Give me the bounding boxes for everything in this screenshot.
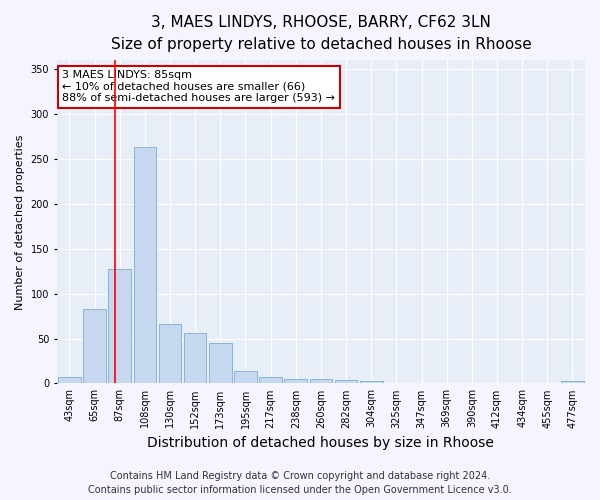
Bar xyxy=(184,333,206,384)
Bar xyxy=(284,379,307,384)
Bar xyxy=(134,148,156,384)
Bar xyxy=(109,268,131,384)
Bar xyxy=(561,380,584,384)
Bar xyxy=(83,309,106,384)
Bar xyxy=(335,380,358,384)
Bar xyxy=(310,379,332,384)
Text: 3 MAES LINDYS: 85sqm
← 10% of detached houses are smaller (66)
88% of semi-detac: 3 MAES LINDYS: 85sqm ← 10% of detached h… xyxy=(62,70,335,103)
Bar xyxy=(158,324,181,384)
Title: 3, MAES LINDYS, RHOOSE, BARRY, CF62 3LN
Size of property relative to detached ho: 3, MAES LINDYS, RHOOSE, BARRY, CF62 3LN … xyxy=(110,15,531,52)
Y-axis label: Number of detached properties: Number of detached properties xyxy=(15,134,25,310)
Bar xyxy=(234,371,257,384)
X-axis label: Distribution of detached houses by size in Rhoose: Distribution of detached houses by size … xyxy=(148,436,494,450)
Bar xyxy=(209,343,232,384)
Text: Contains HM Land Registry data © Crown copyright and database right 2024.
Contai: Contains HM Land Registry data © Crown c… xyxy=(88,471,512,495)
Bar xyxy=(360,380,383,384)
Bar xyxy=(259,377,282,384)
Bar xyxy=(58,377,81,384)
